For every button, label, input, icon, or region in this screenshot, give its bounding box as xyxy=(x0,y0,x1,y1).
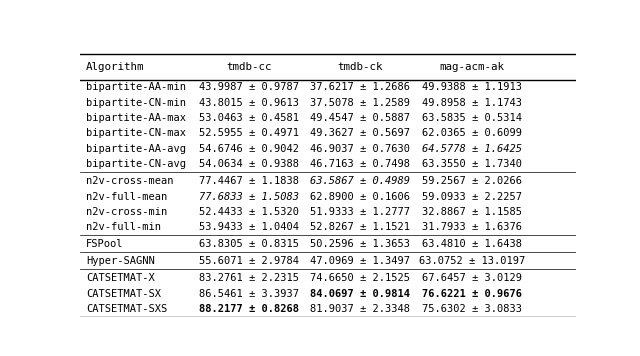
Text: 31.7933 ± 1.6376: 31.7933 ± 1.6376 xyxy=(422,222,522,232)
Text: 75.6302 ± 3.0833: 75.6302 ± 3.0833 xyxy=(422,304,522,314)
Text: 43.9987 ± 0.9787: 43.9987 ± 0.9787 xyxy=(198,82,299,93)
Text: 47.0969 ± 1.3497: 47.0969 ± 1.3497 xyxy=(310,256,410,266)
Text: 51.9333 ± 1.2777: 51.9333 ± 1.2777 xyxy=(310,207,410,217)
Text: mag-acm-ak: mag-acm-ak xyxy=(439,62,504,72)
Text: 32.8867 ± 1.1585: 32.8867 ± 1.1585 xyxy=(422,207,522,217)
Text: bipartite-CN-max: bipartite-CN-max xyxy=(86,129,186,138)
Text: 76.6221 ± 0.9676: 76.6221 ± 0.9676 xyxy=(422,289,522,299)
Text: 62.8900 ± 0.1606: 62.8900 ± 0.1606 xyxy=(310,192,410,201)
Text: tmdb-cc: tmdb-cc xyxy=(226,62,271,72)
Text: 49.3627 ± 0.5697: 49.3627 ± 0.5697 xyxy=(310,129,410,138)
Text: bipartite-AA-max: bipartite-AA-max xyxy=(86,113,186,123)
Text: 37.5078 ± 1.2589: 37.5078 ± 1.2589 xyxy=(310,98,410,108)
Text: 59.2567 ± 2.0266: 59.2567 ± 2.0266 xyxy=(422,176,522,186)
Text: n2v-full-min: n2v-full-min xyxy=(86,222,161,232)
Text: 49.8958 ± 1.1743: 49.8958 ± 1.1743 xyxy=(422,98,522,108)
Text: 63.3550 ± 1.7340: 63.3550 ± 1.7340 xyxy=(422,159,522,169)
Text: 55.6071 ± 2.9784: 55.6071 ± 2.9784 xyxy=(198,256,299,266)
Text: 43.8015 ± 0.9613: 43.8015 ± 0.9613 xyxy=(198,98,299,108)
Text: bipartite-CN-min: bipartite-CN-min xyxy=(86,98,186,108)
Text: 88.2177 ± 0.8268: 88.2177 ± 0.8268 xyxy=(198,304,299,314)
Text: n2v-cross-mean: n2v-cross-mean xyxy=(86,176,173,186)
Text: bipartite-CN-avg: bipartite-CN-avg xyxy=(86,159,186,169)
Text: Hyper-SAGNN: Hyper-SAGNN xyxy=(86,256,155,266)
Text: 74.6650 ± 2.1525: 74.6650 ± 2.1525 xyxy=(310,273,410,283)
Text: 53.0463 ± 0.4581: 53.0463 ± 0.4581 xyxy=(198,113,299,123)
Text: 77.4467 ± 1.1838: 77.4467 ± 1.1838 xyxy=(198,176,299,186)
Text: 54.6746 ± 0.9042: 54.6746 ± 0.9042 xyxy=(198,144,299,154)
Text: 81.9037 ± 2.3348: 81.9037 ± 2.3348 xyxy=(310,304,410,314)
Text: 52.5955 ± 0.4971: 52.5955 ± 0.4971 xyxy=(198,129,299,138)
Text: 63.8305 ± 0.8315: 63.8305 ± 0.8315 xyxy=(198,239,299,249)
Text: Algorithm: Algorithm xyxy=(86,62,145,72)
Text: 46.9037 ± 0.7630: 46.9037 ± 0.7630 xyxy=(310,144,410,154)
Text: 86.5461 ± 3.3937: 86.5461 ± 3.3937 xyxy=(198,289,299,299)
Text: 84.0697 ± 0.9814: 84.0697 ± 0.9814 xyxy=(310,289,410,299)
Text: CATSETMAT-SX: CATSETMAT-SX xyxy=(86,289,161,299)
Text: 63.4810 ± 1.6438: 63.4810 ± 1.6438 xyxy=(422,239,522,249)
Text: 52.8267 ± 1.1521: 52.8267 ± 1.1521 xyxy=(310,222,410,232)
Text: 50.2596 ± 1.3653: 50.2596 ± 1.3653 xyxy=(310,239,410,249)
Text: 63.0752 ± 13.0197: 63.0752 ± 13.0197 xyxy=(419,256,525,266)
Text: 63.5835 ± 0.5314: 63.5835 ± 0.5314 xyxy=(422,113,522,123)
Text: bipartite-AA-avg: bipartite-AA-avg xyxy=(86,144,186,154)
Text: 83.2761 ± 2.2315: 83.2761 ± 2.2315 xyxy=(198,273,299,283)
Text: 37.6217 ± 1.2686: 37.6217 ± 1.2686 xyxy=(310,82,410,93)
Text: tmdb-ck: tmdb-ck xyxy=(337,62,383,72)
Text: 77.6833 ± 1.5083: 77.6833 ± 1.5083 xyxy=(198,192,299,201)
Text: 64.5778 ± 1.6425: 64.5778 ± 1.6425 xyxy=(422,144,522,154)
Text: bipartite-AA-min: bipartite-AA-min xyxy=(86,82,186,93)
Text: 59.0933 ± 2.2257: 59.0933 ± 2.2257 xyxy=(422,192,522,201)
Text: 49.9388 ± 1.1913: 49.9388 ± 1.1913 xyxy=(422,82,522,93)
Text: 67.6457 ± 3.0129: 67.6457 ± 3.0129 xyxy=(422,273,522,283)
Text: 53.9433 ± 1.0404: 53.9433 ± 1.0404 xyxy=(198,222,299,232)
Text: 54.0634 ± 0.9388: 54.0634 ± 0.9388 xyxy=(198,159,299,169)
Text: 49.4547 ± 0.5887: 49.4547 ± 0.5887 xyxy=(310,113,410,123)
Text: n2v-full-mean: n2v-full-mean xyxy=(86,192,167,201)
Text: CATSETMAT-X: CATSETMAT-X xyxy=(86,273,155,283)
Text: CATSETMAT-SXS: CATSETMAT-SXS xyxy=(86,304,167,314)
Text: 52.4433 ± 1.5320: 52.4433 ± 1.5320 xyxy=(198,207,299,217)
Text: FSPool: FSPool xyxy=(86,239,124,249)
Text: 46.7163 ± 0.7498: 46.7163 ± 0.7498 xyxy=(310,159,410,169)
Text: 63.5867 ± 0.4989: 63.5867 ± 0.4989 xyxy=(310,176,410,186)
Text: n2v-cross-min: n2v-cross-min xyxy=(86,207,167,217)
Text: 62.0365 ± 0.6099: 62.0365 ± 0.6099 xyxy=(422,129,522,138)
